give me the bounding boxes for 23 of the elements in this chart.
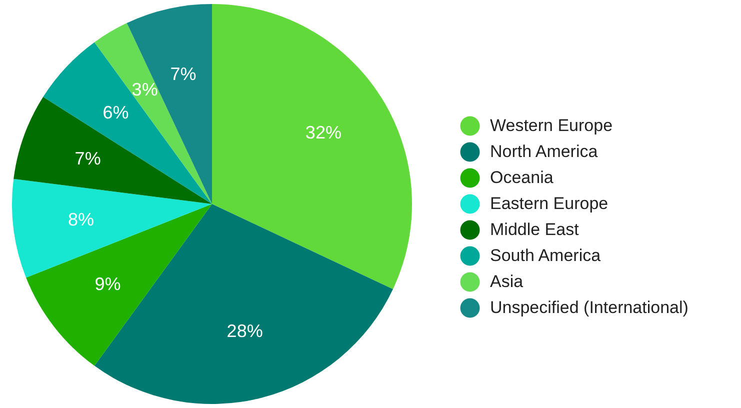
legend-label: Oceania [490,168,554,187]
data-label: 7% [170,64,196,84]
data-label: 9% [94,274,121,294]
pie-slice [126,4,212,204]
data-label: 28% [226,320,263,341]
legend-label: Unspecified (International) [490,298,688,317]
data-label: 32% [305,122,342,142]
legend-label: South America [490,246,602,265]
data-label: 7% [74,148,101,168]
legend-label: Eastern Europe [490,194,608,213]
pie-slice [26,204,212,366]
data-label: 3% [132,79,158,100]
pie-slice [94,204,393,404]
pie-slice [212,4,412,290]
pie-slice [12,178,212,278]
legend-label: Middle East [490,220,580,239]
legend-label: Asia [490,272,524,291]
data-label: 8% [68,210,94,230]
legend-label: Western Europe [490,116,613,135]
legend-label: North America [490,142,598,161]
pie-slice [14,96,212,204]
data-label: 6% [102,102,129,123]
pie-slice [43,42,212,204]
